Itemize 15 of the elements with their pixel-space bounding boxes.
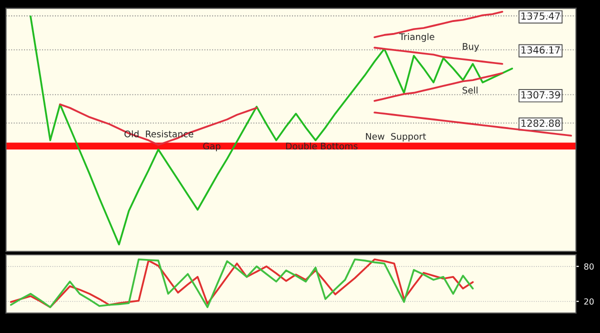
annotation: New Support [366,132,426,142]
line-series [374,72,504,102]
y-tick-label: 1346.17 [522,46,560,54]
line-series [10,258,474,308]
annotation: Buy [462,43,479,52]
annotation: Gap [203,142,220,152]
annotation: Sell [462,86,478,94]
y-tick-label: 1307.39 [522,91,560,99]
annotation: Double Bottoms [286,142,358,150]
annotation: Triangle [399,33,434,42]
y-tick-label: 1375.47 [522,12,560,20]
y-tick-label: 20 [584,298,594,305]
y-tick-label: 80 [584,263,594,270]
y-tick-label: 1282.88 [522,120,560,127]
line-series [30,16,514,246]
